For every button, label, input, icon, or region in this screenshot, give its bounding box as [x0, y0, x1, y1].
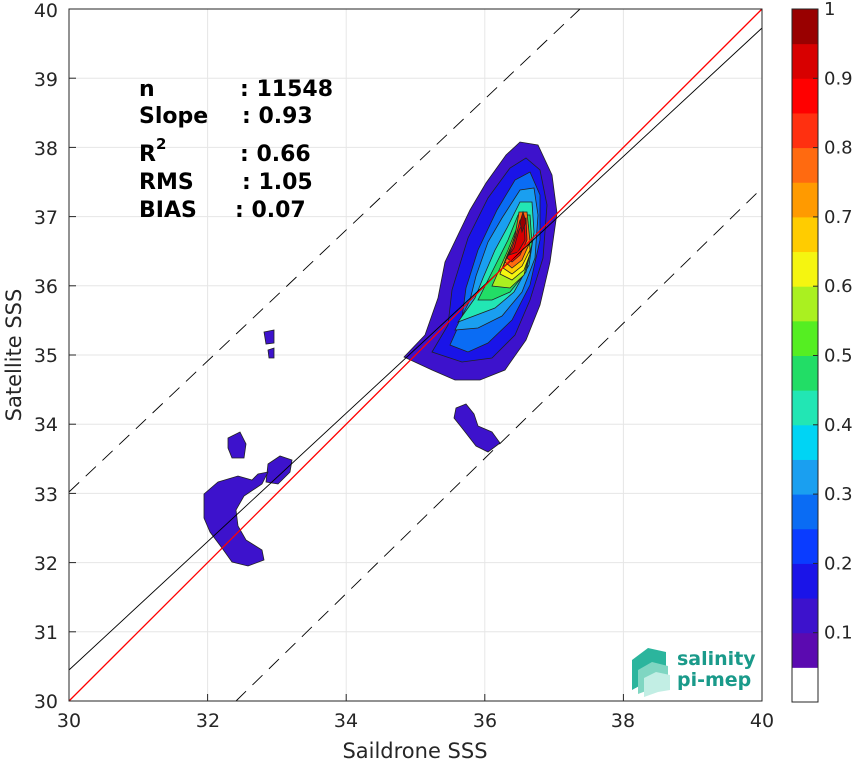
- colorbar-segment: [792, 78, 818, 114]
- colorbar-segment: [792, 216, 818, 253]
- stat-rms-value: : 1.05: [242, 170, 313, 195]
- colorbar-segment: [792, 632, 818, 668]
- x-tick-label: 34: [334, 710, 358, 732]
- contour-level-peak: [519, 210, 527, 234]
- contour-blob-left-mid: [265, 455, 293, 485]
- logo-wave-icon-3: [644, 672, 670, 697]
- logo-text-line1: salinity: [677, 648, 756, 670]
- stat-rms-label: RMS: [139, 170, 194, 195]
- salinity-pi-mep-logo: salinity pi-mep: [632, 648, 756, 697]
- y-tick-label: 35: [34, 345, 58, 367]
- colorbar-tick-label: 0.9: [824, 68, 853, 89]
- colorbar-segment: [792, 320, 818, 356]
- y-tick-labels: 30 31 32 33 34 35 36 37 38 39 40: [34, 0, 58, 713]
- y-tick-label: 36: [34, 276, 58, 298]
- colorbar-segment: [792, 459, 818, 495]
- colorbar: [792, 9, 818, 703]
- colorbar-segment: [792, 424, 818, 460]
- stat-bias-label: BIAS: [139, 198, 197, 223]
- x-axis-title: Saildrone SSS: [342, 739, 487, 763]
- x-tick-labels: 30 32 34 36 38 40: [57, 710, 774, 732]
- colorbar-tick-label: 0.3: [824, 484, 853, 505]
- y-tick-label: 30: [34, 691, 58, 713]
- upper-bound-line: [68, 8, 581, 493]
- colorbar-segment: [792, 251, 818, 287]
- stats-block: n : 11548 Slope : 0.93 R 2 : 0.66 RMS : …: [139, 77, 333, 223]
- stat-r2-sup: 2: [156, 135, 166, 153]
- stat-slope-value: : 0.93: [242, 104, 313, 129]
- colorbar-tick-labels: 0.1 0.2 0.3 0.4 0.5 0.6 0.7 0.8 0.9 1: [813, 0, 853, 644]
- colorbar-segment: [792, 528, 818, 564]
- colorbar-segment: [792, 355, 818, 391]
- y-tick-label: 37: [34, 207, 58, 229]
- colorbar-segment: [792, 286, 818, 322]
- stat-r2-label: R: [139, 142, 156, 167]
- colorbar-segment: [792, 390, 818, 426]
- colorbar-segment: [792, 182, 818, 218]
- x-tick-label: 38: [611, 710, 635, 732]
- stat-n-value: : 11548: [240, 77, 333, 102]
- y-tick-label: 33: [34, 484, 58, 506]
- colorbar-segment: [792, 147, 818, 183]
- y-tick-label: 32: [34, 553, 58, 575]
- colorbar-tick-label: 0.7: [824, 207, 853, 228]
- stat-r2-value: : 0.66: [240, 142, 311, 167]
- tick-marks: [68, 8, 763, 702]
- colorbar-tick-label: 0.4: [824, 415, 853, 436]
- contour-blob-small-1: [263, 329, 275, 345]
- identity-line: [68, 8, 763, 702]
- y-tick-label: 39: [34, 69, 58, 91]
- x-tick-label: 32: [196, 710, 220, 732]
- y-axis-title: Satellite SSS: [2, 289, 26, 422]
- colorbar-segment: [792, 598, 818, 634]
- colorbar-segment: [792, 112, 818, 149]
- contour-blob-small-2: [267, 347, 275, 359]
- colorbar-segment: [792, 563, 818, 599]
- colorbar-segment: [792, 494, 818, 530]
- y-tick-label: 40: [34, 0, 58, 22]
- colorbar-segment: [792, 667, 818, 703]
- regression-line: [68, 27, 763, 671]
- colorbar-tick-label: 0.2: [824, 553, 853, 574]
- lower-bound-line: [235, 187, 763, 702]
- y-tick-label: 34: [34, 414, 58, 436]
- stat-n-label: n: [139, 77, 155, 102]
- x-tick-label: 40: [750, 710, 774, 732]
- x-tick-label: 30: [57, 710, 81, 732]
- colorbar-tick-label: 0.6: [824, 276, 853, 297]
- colorbar-segment: [792, 9, 818, 45]
- stat-bias-value: : 0.07: [235, 198, 306, 223]
- stat-slope-label: Slope: [139, 104, 208, 129]
- y-tick-label: 31: [34, 622, 58, 644]
- colorbar-tick-label: 0.5: [824, 346, 853, 367]
- contour-blob-left-top: [227, 431, 247, 459]
- colorbar-tick-label: 0.1: [824, 623, 853, 644]
- colorbar-tick-label: 0.8: [824, 138, 853, 159]
- y-tick-label: 38: [34, 138, 58, 160]
- colorbar-segment: [792, 43, 818, 79]
- x-tick-label: 36: [473, 710, 497, 732]
- colorbar-tick-label: 1: [824, 0, 835, 20]
- logo-text-line2: pi-mep: [677, 669, 751, 691]
